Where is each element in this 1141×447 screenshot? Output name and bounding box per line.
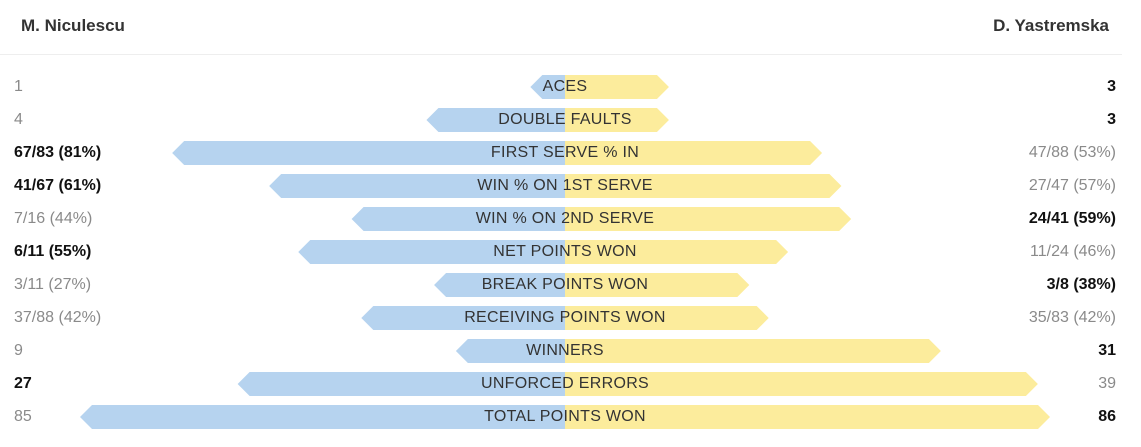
bar-right-8 <box>565 339 941 363</box>
header-divider <box>0 54 1122 55</box>
bar-left-7 <box>361 306 565 330</box>
stat-label-10: TOTAL POINTS WON <box>484 408 646 425</box>
stat-right-value-5: 11/24 (46%) <box>1030 243 1116 260</box>
bar-right-7 <box>565 306 769 330</box>
bar-left-10 <box>80 405 565 429</box>
stat-label-3: WIN % ON 1ST SERVE <box>477 177 653 194</box>
bar-left-4 <box>351 207 565 231</box>
stat-label-1: DOUBLE FAULTS <box>498 111 632 128</box>
stat-right-value-8: 31 <box>1098 342 1116 359</box>
bar-right-3 <box>565 174 842 198</box>
stat-right-value-10: 86 <box>1098 408 1116 425</box>
player-left-name: M. Niculescu <box>21 16 125 35</box>
stat-right-value-7: 35/83 (42%) <box>1028 309 1116 326</box>
stat-label-8: WINNERS <box>526 342 604 359</box>
player-right-name: D. Yastremska <box>993 16 1109 35</box>
stat-left-value-4: 7/16 (44%) <box>14 210 93 227</box>
bar-right-0 <box>565 75 669 99</box>
bar-left-6 <box>434 273 565 297</box>
bar-left-5 <box>298 240 565 264</box>
bar-right-1 <box>565 108 669 132</box>
stat-left-value-5: 6/11 (55%) <box>14 243 92 260</box>
stat-right-value-4: 24/41 (59%) <box>1028 210 1116 227</box>
bar-left-2 <box>172 141 565 165</box>
bar-right-10 <box>565 405 1050 429</box>
bar-right-4 <box>565 207 852 231</box>
stat-left-value-7: 37/88 (42%) <box>14 309 102 326</box>
stat-right-value-3: 27/47 (57%) <box>1028 177 1116 194</box>
stat-label-4: WIN % ON 2ND SERVE <box>475 210 655 227</box>
stat-left-value-2: 67/83 (81%) <box>14 144 102 161</box>
stat-right-value-1: 3 <box>1107 111 1116 128</box>
bar-left-0 <box>530 75 565 99</box>
stat-label-0: ACES <box>542 78 588 95</box>
stat-left-value-6: 3/11 (27%) <box>14 276 92 293</box>
stat-right-value-0: 3 <box>1107 78 1116 95</box>
stat-label-7: RECEIVING POINTS WON <box>464 309 666 326</box>
stat-label-9: UNFORCED ERRORS <box>480 375 650 392</box>
scoreboard-header: M. Niculescu D. Yastremska <box>0 0 1141 54</box>
bar-left-9 <box>237 372 565 396</box>
bar-right-2 <box>565 141 823 165</box>
bar-left-8 <box>455 339 565 363</box>
stat-label-6: BREAK POINTS WON <box>481 276 649 293</box>
stat-left-value-10: 85 <box>14 408 32 425</box>
stat-label-5: NET POINTS WON <box>493 243 637 260</box>
bar-right-5 <box>565 240 789 264</box>
bar-right-6 <box>565 273 750 297</box>
bar-left-1 <box>426 108 565 132</box>
bar-left-3 <box>269 174 565 198</box>
stat-right-value-2: 47/88 (53%) <box>1028 144 1116 161</box>
stat-left-value-9: 27 <box>14 375 32 392</box>
stat-right-value-9: 39 <box>1098 375 1116 392</box>
stat-left-value-8: 9 <box>14 342 23 359</box>
stat-left-value-1: 4 <box>14 111 23 128</box>
bar-right-9 <box>565 372 1038 396</box>
stat-right-value-6: 3/8 (38%) <box>1046 276 1116 293</box>
stat-label-2: FIRST SERVE % IN <box>490 144 640 161</box>
stat-left-value-3: 41/67 (61%) <box>14 177 102 194</box>
stat-left-value-0: 1 <box>14 78 23 95</box>
